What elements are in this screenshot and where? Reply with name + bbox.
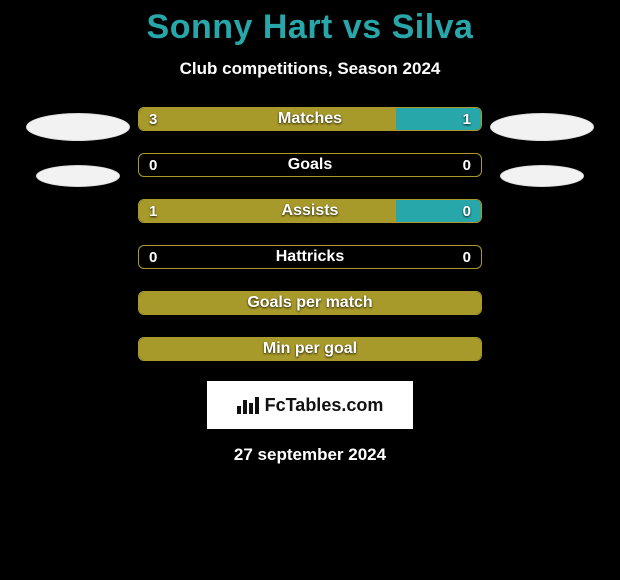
stat-bar: Min per goal bbox=[138, 337, 482, 361]
right-flag-column bbox=[482, 107, 602, 187]
brand-bars-icon bbox=[237, 396, 259, 414]
left-flag-1 bbox=[26, 113, 130, 141]
brand-label: FcTables.com bbox=[265, 395, 384, 416]
right-flag-1 bbox=[490, 113, 594, 141]
stat-bar-left-value: 0 bbox=[149, 154, 157, 176]
page-subtitle: Club competitions, Season 2024 bbox=[180, 59, 441, 79]
stat-bar: Hattricks0 0 bbox=[138, 245, 482, 269]
page-title: Sonny Hart vs Silva bbox=[147, 8, 474, 47]
stat-bar-label: Goals bbox=[139, 154, 481, 176]
stat-bar: Goals0 0 bbox=[138, 153, 482, 177]
stat-bar-left-value: 1 bbox=[149, 200, 157, 222]
stat-bar: Goals per match bbox=[138, 291, 482, 315]
left-flag-2 bbox=[36, 165, 120, 187]
stat-bar-label: Matches bbox=[139, 108, 481, 130]
stat-bar: Assists1 0 bbox=[138, 199, 482, 223]
stat-bar-left-value: 0 bbox=[149, 246, 157, 268]
stat-bar-right-value: 0 bbox=[463, 246, 471, 268]
bars-column: Matches31Goals00Assists10Hattricks00Goal… bbox=[138, 107, 482, 361]
stat-bar-label: Hattricks bbox=[139, 246, 481, 268]
stat-bar-left-value: 3 bbox=[149, 108, 157, 130]
stat-bar-label: Goals per match bbox=[139, 292, 481, 314]
stat-bar-right-value: 0 bbox=[463, 154, 471, 176]
stat-bar-label: Assists bbox=[139, 200, 481, 222]
stats-area: Matches31Goals00Assists10Hattricks00Goal… bbox=[0, 107, 620, 361]
stat-bar-right-value: 1 bbox=[463, 108, 471, 130]
brand-box: FcTables.com bbox=[207, 381, 413, 429]
stat-bar: Matches3 1 bbox=[138, 107, 482, 131]
stat-bar-label: Min per goal bbox=[139, 338, 481, 360]
right-flag-2 bbox=[500, 165, 584, 187]
date-label: 27 september 2024 bbox=[234, 445, 386, 465]
left-flag-column bbox=[18, 107, 138, 187]
stat-bar-right-value: 0 bbox=[463, 200, 471, 222]
